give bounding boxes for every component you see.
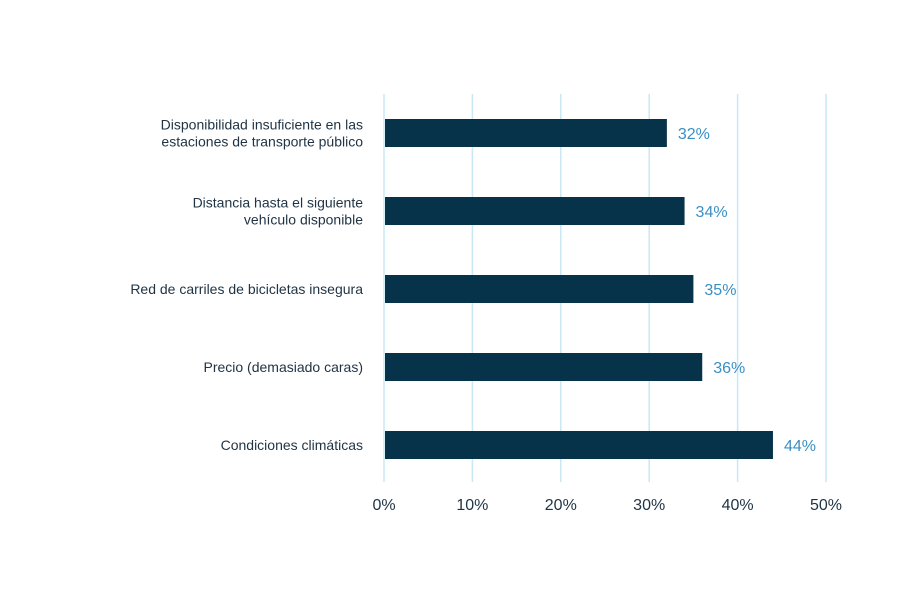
category-label: Condiciones climáticas (221, 437, 363, 453)
data-label: 36% (713, 360, 745, 377)
bar (385, 197, 685, 225)
x-tick-label: 40% (722, 497, 754, 514)
category-label: Distancia hasta el siguiente (193, 195, 364, 211)
x-tick-label: 20% (545, 497, 577, 514)
data-label: 34% (696, 204, 728, 221)
bars (385, 119, 773, 459)
x-axis-tick-labels: 0% 10% 20% 30% 40% 50% (372, 497, 842, 514)
bar (385, 431, 773, 459)
category-labels: Disponibilidad insuficiente en lasestaci… (130, 117, 363, 454)
data-label: 35% (704, 282, 736, 299)
x-tick-label: 10% (456, 497, 488, 514)
data-label: 44% (784, 438, 816, 455)
bar (385, 119, 667, 147)
x-tick-label: 0% (372, 497, 395, 514)
bar (385, 353, 703, 381)
x-tick-label: 30% (633, 497, 665, 514)
x-tick-label: 50% (810, 497, 842, 514)
category-label: estaciones de transporte público (161, 134, 363, 150)
category-label: Precio (demasiado caras) (203, 359, 363, 375)
category-label: Disponibilidad insuficiente en las (161, 117, 363, 133)
category-label: Red de carriles de bicicletas insegura (130, 281, 363, 297)
data-label: 32% (678, 126, 710, 143)
category-label: vehículo disponible (244, 212, 363, 228)
data-labels: 32% 34% 35% 36% 44% (678, 126, 816, 455)
bar (385, 275, 694, 303)
